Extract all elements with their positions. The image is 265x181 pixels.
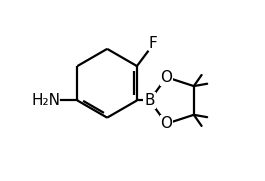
Text: H₂N: H₂N [31, 93, 60, 108]
Text: B: B [144, 93, 155, 108]
Text: F: F [149, 36, 157, 51]
Text: O: O [161, 116, 173, 131]
Text: O: O [161, 70, 173, 85]
